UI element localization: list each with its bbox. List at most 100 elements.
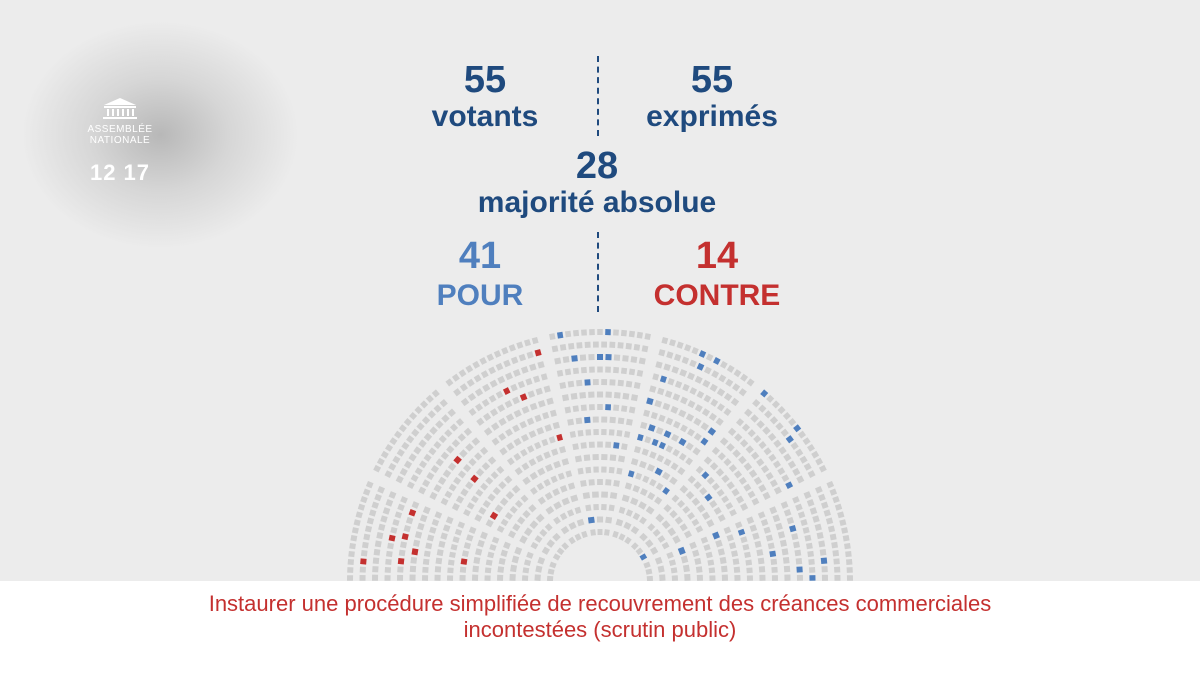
hemicycle-seat — [580, 479, 587, 487]
hemicycle-seat — [447, 462, 457, 471]
hemicycle-seat — [484, 575, 491, 581]
hemicycle-seat — [527, 390, 536, 398]
hemicycle-seat — [408, 508, 417, 517]
hemicycle-seat — [692, 549, 700, 557]
hemicycle-seat — [457, 521, 466, 529]
hemicycle-seat — [553, 460, 562, 469]
hemicycle-seat — [793, 424, 802, 433]
hemicycle-seat — [703, 366, 712, 375]
hemicycle-seat — [645, 539, 654, 548]
hemicycle-seat — [635, 472, 643, 481]
hemicycle-seat — [522, 509, 531, 519]
hemicycle-seat — [658, 414, 666, 423]
hemicycle-seat — [447, 567, 454, 574]
hemicycle-seat — [737, 528, 746, 536]
hemicycle-seat — [726, 481, 735, 490]
hemicycle-seat — [457, 433, 466, 442]
hemicycle-seat — [746, 575, 754, 581]
hemicycle-seat — [570, 494, 579, 503]
hemicycle-seat — [759, 574, 766, 581]
hemicycle-seat — [369, 509, 377, 517]
hemicycle-seat — [758, 441, 767, 450]
hemicycle-seat — [465, 364, 474, 373]
hemicycle-seat — [743, 483, 752, 492]
hemicycle-seat — [526, 417, 535, 426]
hemicycle-seat — [562, 356, 570, 363]
hemicycle-seat — [588, 354, 595, 361]
hemicycle-seat — [351, 527, 359, 534]
hemicycle-seat — [504, 400, 513, 409]
hemicycle-seat — [777, 406, 786, 415]
hemicycle-seat — [781, 474, 790, 482]
hemicycle-seat — [747, 490, 756, 499]
hemicycle-seat — [834, 566, 841, 573]
hemicycle-seat — [704, 493, 713, 502]
hemicycle-seat — [466, 378, 475, 387]
hemicycle-seat — [756, 420, 765, 429]
hemicycle-seat — [514, 546, 523, 556]
hemicycle-seat — [481, 462, 491, 471]
hemicycle-seat — [831, 541, 839, 549]
hemicycle-seat — [735, 418, 745, 427]
hemicycle-seat — [491, 437, 500, 446]
hemicycle-seat — [703, 456, 713, 465]
hemicycle-seat — [641, 345, 649, 353]
hemicycle-seat — [785, 435, 794, 444]
hemicycle-seat — [623, 431, 631, 438]
hemicycle-seat — [499, 447, 508, 456]
hemicycle-seat — [799, 455, 808, 464]
hemicycle-seat — [753, 476, 763, 486]
hemicycle-seat — [797, 430, 807, 439]
hemicycle-seat — [552, 553, 561, 561]
hemicycle-seat — [435, 557, 443, 565]
hemicycle-seat — [540, 373, 548, 381]
hemicycle-seat — [500, 549, 508, 557]
caption-line2: incontestées (scrutin public) — [463, 617, 737, 642]
hemicycle-seat — [567, 509, 575, 517]
hemicycle-seat — [647, 492, 656, 501]
hemicycle-seat — [730, 397, 740, 407]
hemicycle-seat — [582, 492, 591, 500]
hemicycle-seat — [654, 556, 663, 565]
hemicycle-seat — [803, 462, 812, 471]
hemicycle-seat — [839, 519, 847, 526]
hemicycle-seat — [624, 536, 632, 545]
hemicycle-seat — [829, 488, 838, 496]
hemicycle-seat — [593, 466, 599, 473]
hemicycle-seat — [573, 329, 580, 337]
contre-label: CONTRE — [653, 279, 781, 312]
hemicycle-seat — [809, 567, 816, 573]
hemicycle-seat — [435, 420, 444, 429]
hemicycle-seat — [712, 531, 720, 540]
hemicycle-seat — [613, 366, 620, 374]
hemicycle-seat — [529, 471, 538, 481]
hemicycle-seat — [536, 482, 545, 491]
hemicycle-seat — [418, 486, 427, 495]
hemicycle-seat — [568, 521, 577, 530]
hemicycle-seat — [413, 446, 422, 455]
hemicycle-seat — [734, 521, 743, 529]
hemicycle-seat — [795, 448, 804, 457]
hemicycle-seat — [682, 383, 690, 392]
hemicycle-seat — [559, 382, 567, 389]
hemicycle-seat — [572, 367, 580, 375]
hemicycle-seat — [721, 574, 729, 581]
hemicycle-seat — [541, 438, 549, 447]
hemicycle-seat — [474, 452, 483, 461]
hemicycle-seat — [561, 542, 570, 550]
hemicycle-seat — [549, 561, 557, 569]
hemicycle-seat — [655, 482, 664, 491]
hemicycle-seat — [639, 488, 648, 497]
hemicycle-seat — [826, 480, 835, 489]
hemicycle-seat — [770, 558, 778, 565]
hemicycle-seat — [680, 424, 688, 433]
hemicycle-seat — [717, 514, 726, 522]
hemicycle-seat — [723, 392, 733, 402]
hemicycle-seat — [746, 378, 755, 387]
hemicycle-seat — [554, 357, 562, 365]
hemicycle-seat — [403, 460, 413, 469]
hemicycle-seat — [574, 455, 583, 463]
hemicycle-seat — [501, 346, 509, 355]
hemicycle-seat — [729, 508, 737, 517]
hemicycle-seat — [567, 418, 575, 426]
